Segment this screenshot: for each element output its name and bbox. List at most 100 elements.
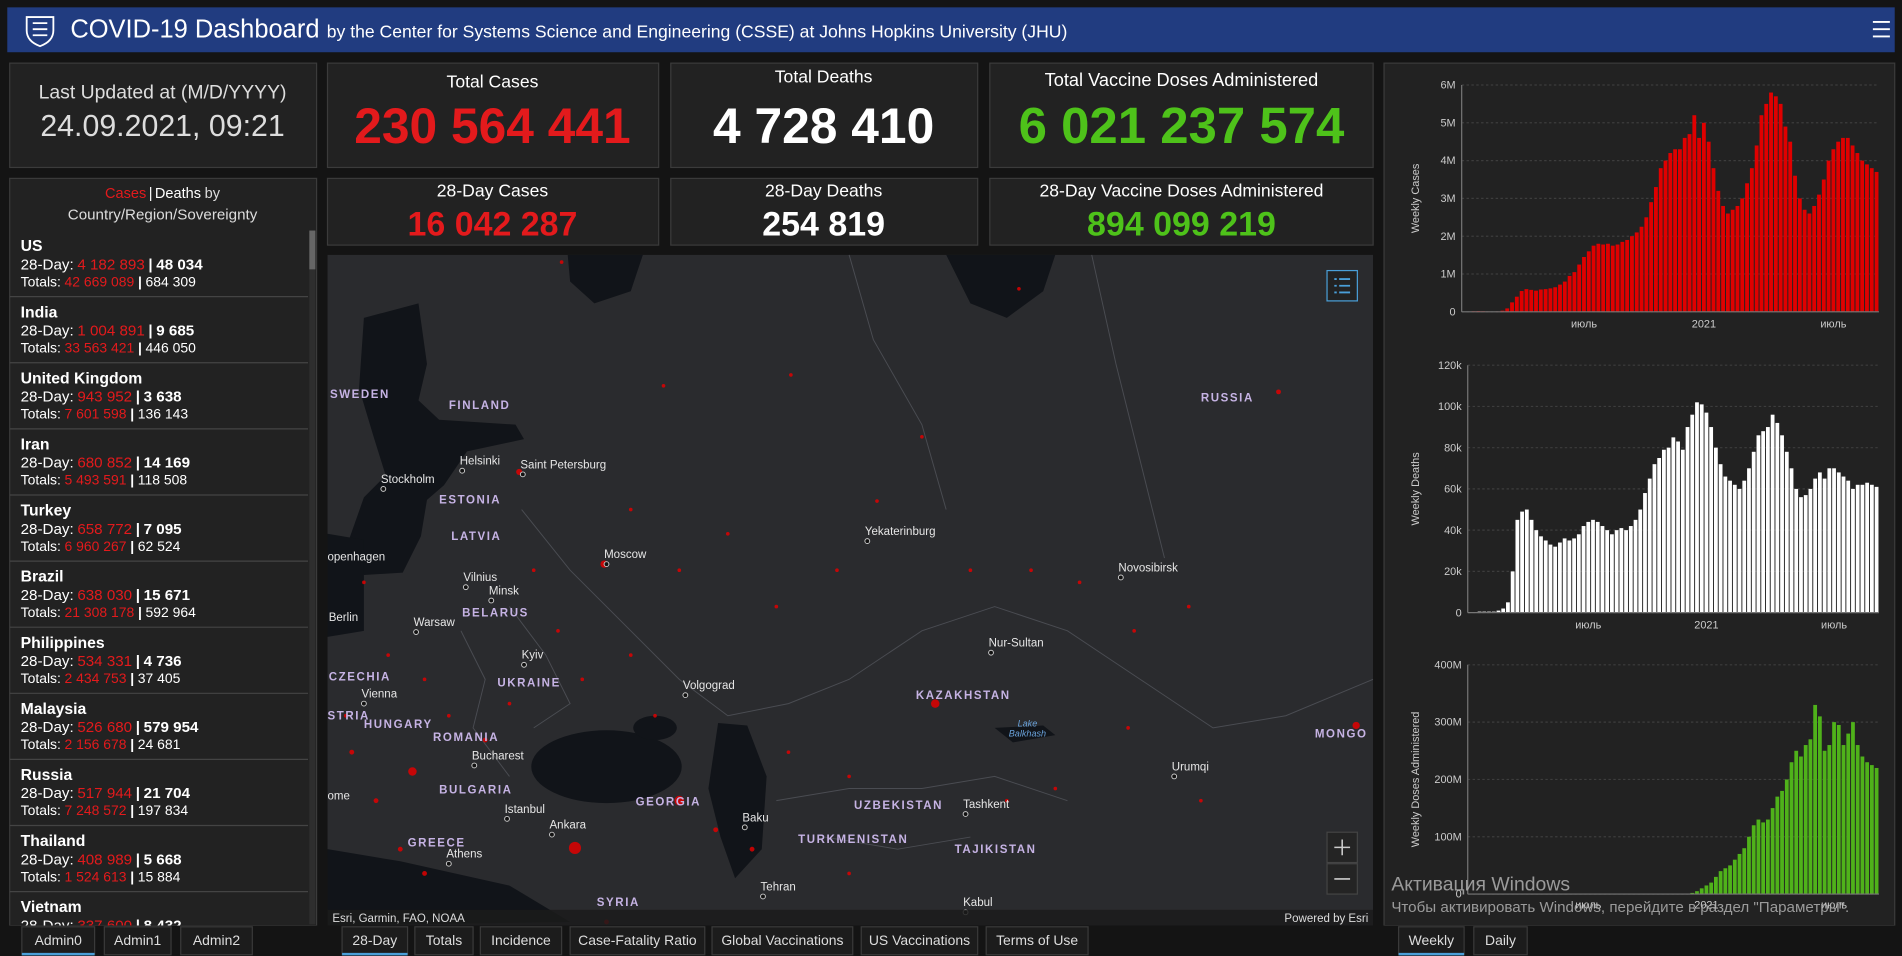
city-dot: [360, 700, 367, 707]
city-dot: [380, 486, 387, 492]
bar: [1677, 149, 1682, 312]
city-label: Tehran: [761, 881, 796, 893]
bar: [1764, 103, 1769, 312]
tab[interactable]: Admin2: [180, 926, 253, 956]
case-dot[interactable]: [373, 798, 379, 804]
tab[interactable]: 28-Day: [341, 926, 409, 956]
scrollbar-thumb[interactable]: [309, 230, 316, 270]
case-dot[interactable]: [920, 434, 924, 439]
case-dot[interactable]: [1352, 721, 1360, 730]
tab-box: [479, 926, 563, 956]
tab[interactable]: Daily: [1473, 926, 1528, 956]
case-dot[interactable]: [968, 568, 973, 573]
case-dot[interactable]: [1126, 726, 1130, 730]
x-tick-label: июль: [1571, 319, 1597, 331]
case-dot[interactable]: [674, 795, 685, 806]
case-dot[interactable]: [556, 629, 560, 633]
case-dot[interactable]: [386, 653, 390, 657]
bar: [1572, 272, 1577, 312]
cases-value: 534 331: [77, 653, 132, 670]
case-dot[interactable]: [786, 750, 791, 754]
case-dot[interactable]: [847, 774, 851, 779]
menu-button[interactable]: [1872, 20, 1890, 38]
case-dot[interactable]: [725, 531, 730, 536]
case-dot[interactable]: [628, 653, 633, 657]
case-dot[interactable]: [1199, 798, 1203, 803]
map-powered-by[interactable]: Powered by Esri: [1284, 913, 1368, 925]
tab[interactable]: Totals: [414, 926, 474, 956]
case-dot[interactable]: [749, 846, 755, 852]
case-dot[interactable]: [362, 580, 366, 585]
case-dot[interactable]: [531, 568, 536, 573]
tab[interactable]: Terms of Use: [985, 926, 1089, 956]
case-dot[interactable]: [1132, 629, 1136, 633]
case-dot[interactable]: [568, 841, 582, 855]
deaths-value: 15 884: [138, 868, 181, 884]
case-dot[interactable]: [789, 373, 793, 377]
case-dot[interactable]: [1017, 286, 1021, 291]
country-label: ESTONIA: [439, 494, 501, 506]
case-dot[interactable]: [1053, 786, 1058, 791]
bar: [1802, 209, 1807, 312]
country-row[interactable]: Vietnam28-Day:337 600|8 432: [10, 899, 308, 956]
case-dot[interactable]: [875, 499, 879, 503]
cases-value: 33 563 421: [65, 339, 135, 355]
total-cases-panel: [326, 62, 660, 169]
case-dot[interactable]: [847, 871, 851, 876]
tab[interactable]: Admin1: [103, 926, 172, 956]
bar: [1529, 289, 1534, 312]
case-dot[interactable]: [397, 846, 403, 852]
tab[interactable]: Weekly: [1397, 926, 1465, 956]
bar: [1496, 610, 1501, 613]
tab[interactable]: Admin0: [21, 926, 96, 956]
bar: [1851, 722, 1855, 895]
case-dot[interactable]: [422, 871, 427, 876]
case-dot[interactable]: [559, 260, 564, 264]
y-tick-label: 0: [1450, 306, 1456, 318]
map[interactable]: SWEDEN FINLAND RUSSIA ESTONIA LATVIA BELARUS U…: [327, 254, 1374, 926]
case-dot[interactable]: [1186, 604, 1191, 609]
tab[interactable]: Global Vaccinations: [711, 926, 854, 956]
case-dot[interactable]: [661, 383, 666, 388]
case-dot[interactable]: [343, 713, 348, 718]
bar: [1692, 115, 1697, 312]
case-dot[interactable]: [1004, 798, 1009, 803]
case-dot[interactable]: [507, 701, 512, 706]
list-header-deaths[interactable]: Deaths: [155, 186, 201, 202]
tab[interactable]: Incidence: [479, 926, 563, 956]
case-dot[interactable]: [482, 737, 488, 743]
case-dot[interactable]: [713, 827, 719, 833]
list-header-subtitle: Country/Region/Sovereignty: [68, 207, 258, 224]
case-dot[interactable]: [835, 568, 839, 573]
country-totals: Totals: 2 434 753 | 37 405: [21, 670, 181, 686]
case-dot[interactable]: [653, 713, 657, 718]
case-dot[interactable]: [930, 699, 940, 708]
case-dot[interactable]: [1276, 389, 1281, 395]
bar: [1652, 464, 1657, 613]
case-dot[interactable]: [1077, 580, 1082, 585]
deaths-value: 15 671: [144, 587, 190, 604]
case-dot[interactable]: [628, 507, 633, 512]
case-dot[interactable]: [677, 568, 682, 573]
tab[interactable]: US Vaccinations: [860, 926, 979, 956]
list-header-cases[interactable]: Cases: [105, 186, 146, 202]
case-dot[interactable]: [349, 749, 355, 755]
tab[interactable]: Case-Fatality Ratio: [569, 926, 706, 956]
case-dot[interactable]: [446, 713, 451, 718]
case-dot[interactable]: [422, 677, 427, 682]
case-dot[interactable]: [774, 604, 779, 609]
case-dot[interactable]: [1029, 568, 1033, 573]
case-dot[interactable]: [580, 677, 585, 682]
case-dot[interactable]: [408, 767, 417, 776]
